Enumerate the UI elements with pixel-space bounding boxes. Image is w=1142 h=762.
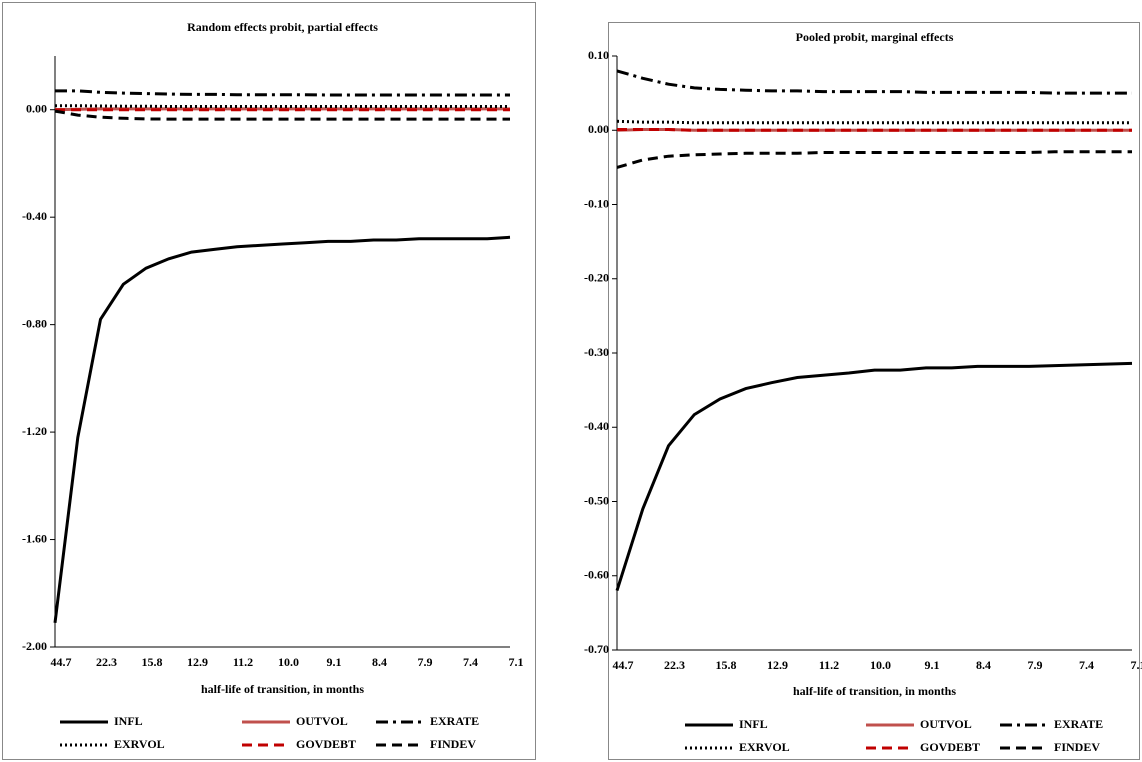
x-tick-label: 22.3: [664, 658, 685, 672]
legend-label: EXRATE: [1054, 717, 1103, 731]
legend-label: INFL: [114, 714, 143, 728]
chart-title: Pooled probit, marginal effects: [796, 30, 954, 44]
x-tick-label: 10.0: [870, 658, 891, 672]
x-tick-label: 10.0: [278, 655, 299, 669]
y-tick-label: -0.70: [584, 642, 609, 656]
y-tick-label: -0.20: [584, 271, 609, 285]
x-tick-label: 44.7: [51, 655, 72, 669]
legend-label: OUTVOL: [296, 714, 348, 728]
y-tick-label: -0.60: [584, 568, 609, 582]
x-tick-label: 15.8: [142, 655, 163, 669]
x-tick-label: 9.1: [327, 655, 342, 669]
series-line: [616, 150, 1132, 169]
y-tick-label: -0.50: [584, 493, 609, 507]
series-line: [54, 109, 510, 121]
x-tick-label: 11.2: [233, 655, 253, 669]
x-tick-label: 12.9: [767, 658, 788, 672]
y-tick-label: -0.10: [584, 196, 609, 210]
legend-label: EXRVOL: [114, 737, 165, 751]
y-tick-label: 0.00: [26, 101, 47, 115]
x-tick-label: 7.9: [418, 655, 433, 669]
y-tick-label: 0.00: [588, 122, 609, 136]
series-line: [616, 119, 1132, 125]
x-tick-label: 8.4: [372, 655, 387, 669]
legend-label: INFL: [739, 717, 768, 731]
y-tick-label: 0.10: [588, 48, 609, 62]
legend-label: EXRATE: [430, 714, 479, 728]
series-line: [616, 69, 1132, 95]
series-line: [615, 361, 1133, 592]
x-tick-label: 22.3: [96, 655, 117, 669]
y-tick-label: -0.40: [584, 419, 609, 433]
legend-label: GOVDEBT: [920, 740, 980, 754]
series-line: [55, 104, 510, 108]
legend-label: FINDEV: [430, 737, 476, 751]
x-tick-label: 12.9: [187, 655, 208, 669]
x-tick-label: 11.2: [819, 658, 839, 672]
y-tick-label: -2.00: [22, 639, 47, 653]
y-tick-label: -0.40: [22, 209, 47, 223]
legend-label: OUTVOL: [920, 717, 972, 731]
panel-frame: [2, 2, 536, 760]
legend-label: FINDEV: [1054, 740, 1100, 754]
y-tick-label: -1.60: [22, 531, 47, 545]
x-tick-label: 44.7: [613, 658, 634, 672]
x-tick-label: 7.9: [1028, 658, 1043, 672]
x-tick-label: 7.1: [509, 655, 524, 669]
y-tick-label: -0.80: [22, 316, 47, 330]
legend-label: EXRVOL: [739, 740, 790, 754]
series-line: [617, 128, 1132, 132]
panel-frame: [608, 22, 1140, 760]
x-tick-label: 9.1: [925, 658, 940, 672]
x-axis-label: half-life of transition, in months: [201, 682, 364, 696]
y-tick-label: -1.20: [22, 424, 47, 438]
x-tick-label: 7.1: [1131, 658, 1142, 672]
chart-title: Random effects probit, partial effects: [187, 20, 378, 34]
series-line: [55, 89, 510, 97]
legend-label: GOVDEBT: [296, 737, 356, 751]
x-tick-label: 15.8: [716, 658, 737, 672]
x-tick-label: 8.4: [976, 658, 991, 672]
x-tick-label: 7.4: [1079, 658, 1094, 672]
x-axis-label: half-life of transition, in months: [793, 684, 956, 698]
series-line: [53, 235, 511, 623]
y-tick-label: -0.30: [584, 345, 609, 359]
x-tick-label: 7.4: [463, 655, 478, 669]
